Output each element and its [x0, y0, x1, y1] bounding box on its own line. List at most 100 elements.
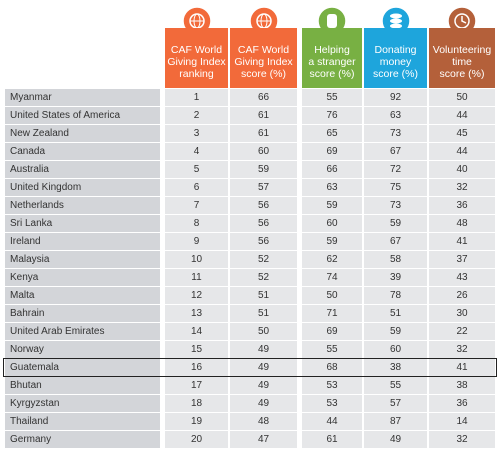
value-cell: 41: [429, 359, 495, 376]
value-cell: 16: [165, 359, 228, 376]
value-cell: 66: [230, 89, 297, 106]
value-cell: 48: [230, 413, 297, 430]
value-cell: 59: [302, 233, 362, 250]
value-cell: 2: [165, 107, 228, 124]
value-cell: 73: [364, 125, 427, 142]
value-cell: 58: [364, 251, 427, 268]
value-cell: 71: [302, 305, 362, 322]
value-cell: 17: [165, 377, 228, 394]
value-cell: 74: [302, 269, 362, 286]
country-cell: Germany: [5, 431, 160, 448]
country-cell: New Zealand: [5, 125, 160, 142]
value-cell: 37: [429, 251, 495, 268]
value-cell: 44: [302, 413, 362, 430]
value-cell: 52: [230, 251, 297, 268]
value-cell: 51: [230, 305, 297, 322]
value-cell: 8: [165, 215, 228, 232]
value-cell: 87: [364, 413, 427, 430]
value-cell: 26: [429, 287, 495, 304]
value-cell: 40: [429, 161, 495, 178]
value-cell: 59: [230, 161, 297, 178]
value-cell: 36: [429, 197, 495, 214]
value-cell: 50: [429, 89, 495, 106]
value-cell: 12: [165, 287, 228, 304]
value-cell: 69: [302, 143, 362, 160]
value-cell: 10: [165, 251, 228, 268]
value-cell: 4: [165, 143, 228, 160]
value-cell: 15: [165, 341, 228, 358]
country-cell: United States of America: [5, 107, 160, 124]
value-cell: 22: [429, 323, 495, 340]
value-cell: 51: [364, 305, 427, 322]
country-cell: Myanmar: [5, 89, 160, 106]
value-cell: 68: [302, 359, 362, 376]
value-cell: 36: [429, 395, 495, 412]
value-cell: 44: [429, 107, 495, 124]
value-cell: 47: [230, 431, 297, 448]
value-cell: 53: [302, 395, 362, 412]
value-cell: 38: [364, 359, 427, 376]
country-cell: Australia: [5, 161, 160, 178]
column-header: CAF World Giving Index ranking: [165, 28, 228, 88]
value-cell: 51: [230, 287, 297, 304]
country-cell: Canada: [5, 143, 160, 160]
value-cell: 73: [364, 197, 427, 214]
country-cell: Kenya: [5, 269, 160, 286]
value-cell: 57: [364, 395, 427, 412]
country-cell: Bahrain: [5, 305, 160, 322]
value-cell: 32: [429, 431, 495, 448]
value-cell: 49: [230, 341, 297, 358]
value-cell: 50: [302, 287, 362, 304]
value-cell: 5: [165, 161, 228, 178]
column-header: Donating money score (%): [364, 28, 427, 88]
value-cell: 20: [165, 431, 228, 448]
value-cell: 53: [302, 377, 362, 394]
country-cell: Kyrgyzstan: [5, 395, 160, 412]
value-cell: 56: [230, 197, 297, 214]
column-header: Helping a stranger score (%): [302, 28, 362, 88]
value-cell: 49: [230, 377, 297, 394]
country-cell: Thailand: [5, 413, 160, 430]
value-cell: 56: [230, 233, 297, 250]
value-cell: 55: [364, 377, 427, 394]
value-cell: 76: [302, 107, 362, 124]
value-cell: 43: [429, 269, 495, 286]
value-cell: 11: [165, 269, 228, 286]
value-cell: 49: [230, 359, 297, 376]
country-cell: Ireland: [5, 233, 160, 250]
country-cell: Sri Lanka: [5, 215, 160, 232]
value-cell: 63: [364, 107, 427, 124]
value-cell: 45: [429, 125, 495, 142]
value-cell: 61: [302, 431, 362, 448]
value-cell: 63: [302, 179, 362, 196]
value-cell: 6: [165, 179, 228, 196]
value-cell: 59: [364, 323, 427, 340]
value-cell: 69: [302, 323, 362, 340]
value-cell: 41: [429, 233, 495, 250]
value-cell: 67: [364, 233, 427, 250]
value-cell: 61: [230, 125, 297, 142]
country-cell: Bhutan: [5, 377, 160, 394]
value-cell: 39: [364, 269, 427, 286]
value-cell: 49: [230, 395, 297, 412]
value-cell: 14: [429, 413, 495, 430]
value-cell: 55: [302, 341, 362, 358]
column-header: Volunteering time score (%): [429, 28, 495, 88]
value-cell: 66: [302, 161, 362, 178]
country-cell: Guatemala: [5, 359, 160, 376]
value-cell: 44: [429, 143, 495, 160]
value-cell: 72: [364, 161, 427, 178]
value-cell: 32: [429, 341, 495, 358]
value-cell: 30: [429, 305, 495, 322]
value-cell: 9: [165, 233, 228, 250]
value-cell: 14: [165, 323, 228, 340]
country-cell: Malta: [5, 287, 160, 304]
country-cell: Netherlands: [5, 197, 160, 214]
value-cell: 13: [165, 305, 228, 322]
value-cell: 65: [302, 125, 362, 142]
value-cell: 60: [302, 215, 362, 232]
value-cell: 7: [165, 197, 228, 214]
value-cell: 50: [230, 323, 297, 340]
value-cell: 3: [165, 125, 228, 142]
